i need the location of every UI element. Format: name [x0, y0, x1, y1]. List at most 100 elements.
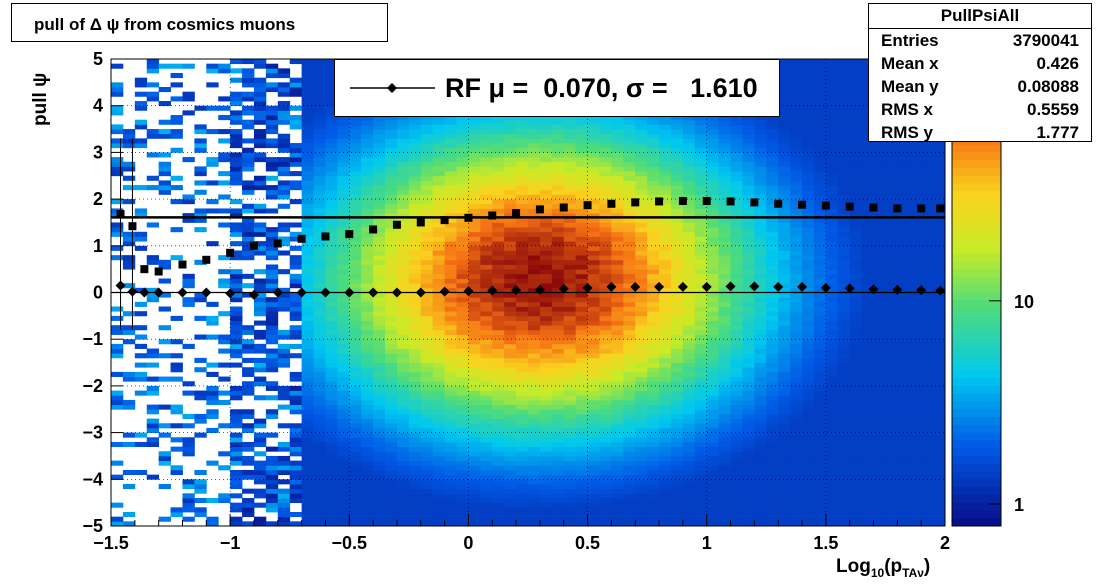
heatmap-cell — [480, 199, 493, 205]
heatmap-cell — [670, 175, 684, 181]
heatmap-cell — [730, 287, 743, 293]
heatmap-cell — [337, 259, 350, 265]
heatmap-cell — [754, 371, 767, 377]
heatmap-cell — [242, 511, 255, 518]
heatmap-cell — [122, 133, 136, 139]
heatmap-cell — [277, 287, 291, 293]
heatmap-cell — [766, 329, 779, 335]
heatmap-cell — [647, 259, 660, 265]
heatmap-cell — [528, 287, 541, 293]
heatmap-cell — [790, 133, 803, 139]
heatmap-cell — [563, 227, 577, 233]
heatmap-cell — [635, 278, 648, 284]
heatmap-cell — [742, 427, 755, 433]
heatmap-cell — [385, 236, 398, 242]
heatmap-cell — [277, 469, 291, 476]
heatmap-cell — [599, 241, 612, 247]
heatmap-cell — [599, 455, 612, 462]
heatmap-cell — [528, 161, 541, 167]
heatmap-cell — [468, 264, 481, 270]
heatmap-cell — [337, 511, 350, 518]
heatmap-cell — [599, 166, 612, 172]
heatmap-cell — [659, 301, 672, 307]
heatmap-cell — [361, 404, 374, 410]
heatmap-cell — [325, 320, 338, 326]
heatmap-cell — [349, 357, 362, 363]
heatmap-cell — [325, 152, 338, 158]
heatmap-cell — [647, 367, 660, 373]
heatmap-cell — [802, 418, 815, 424]
heatmap-cell — [718, 115, 731, 121]
heatmap-cell — [706, 423, 720, 429]
heatmap-cell — [122, 241, 136, 247]
heatmap-cell — [194, 259, 207, 265]
heatmap-cell — [754, 334, 767, 340]
heatmap-cell — [253, 437, 267, 443]
heatmap-cell — [337, 194, 350, 200]
heatmap-cell — [623, 483, 636, 490]
heatmap-cell — [611, 521, 624, 527]
heatmap-cell — [301, 189, 314, 195]
heatmap-cell — [349, 348, 362, 354]
heatmap-cell — [623, 385, 636, 391]
heatmap-cell — [492, 469, 505, 476]
heatmap-cell — [122, 231, 136, 237]
heatmap-cell — [492, 241, 505, 247]
heatmap-cell — [682, 259, 696, 265]
heatmap-cell — [504, 217, 517, 223]
heatmap-cell — [408, 301, 422, 307]
heatmap-cell — [659, 213, 672, 219]
heatmap-cell — [694, 329, 708, 335]
heatmap-cell — [373, 115, 386, 121]
heatmap-cell — [670, 427, 684, 433]
heatmap-cell — [551, 409, 565, 415]
heatmap-cell — [230, 143, 243, 149]
heatmap-cell — [551, 320, 565, 326]
heatmap-cell — [754, 441, 767, 448]
heatmap-cell — [504, 516, 517, 522]
heatmap-cell — [432, 371, 445, 377]
heatmap-cell — [420, 222, 434, 228]
heatmap-cell — [242, 250, 255, 256]
heatmap-cell — [730, 497, 743, 504]
heatmap-cell — [444, 348, 457, 354]
heatmap-cell — [694, 353, 708, 359]
heatmap-cell — [373, 283, 386, 289]
heatmap-cell — [432, 474, 445, 480]
heatmap-cell — [659, 231, 672, 237]
heatmap-cell — [611, 474, 624, 480]
heatmap-cell — [122, 339, 136, 345]
heatmap-cell — [528, 259, 541, 265]
heatmap-cell — [385, 264, 398, 270]
heatmap-cell — [802, 376, 815, 382]
heatmap-cell — [718, 273, 731, 279]
heatmap-cell — [802, 259, 815, 265]
heatmap-cell — [611, 138, 624, 144]
heatmap-cell — [361, 306, 374, 312]
heatmap-cell — [111, 129, 124, 135]
heatmap-cell — [158, 259, 171, 265]
heatmap-cell — [396, 497, 410, 504]
heatmap-cell — [694, 152, 708, 158]
heatmap-cell — [122, 311, 136, 317]
heatmap-cell — [337, 264, 350, 270]
heatmap-cell — [504, 437, 517, 443]
heatmap-cell — [551, 376, 565, 382]
heatmap-cell — [337, 301, 350, 307]
heatmap-cell — [682, 250, 696, 256]
heatmap-cell — [528, 166, 541, 172]
heatmap-cell — [706, 516, 720, 522]
heatmap-cell — [682, 199, 696, 205]
heatmap-cell — [623, 521, 636, 527]
heatmap-cell — [766, 385, 779, 391]
heatmap-cell — [444, 497, 457, 504]
heatmap-cell — [396, 208, 410, 214]
heatmap-cell — [659, 199, 672, 205]
heatmap-cell — [551, 385, 565, 391]
heatmap-cell — [253, 87, 267, 93]
heatmap-cell — [373, 502, 386, 508]
heatmap-cell — [575, 175, 588, 181]
heatmap-cell — [742, 367, 755, 373]
heatmap-cell — [170, 82, 183, 88]
heatmap-cell — [134, 101, 148, 107]
